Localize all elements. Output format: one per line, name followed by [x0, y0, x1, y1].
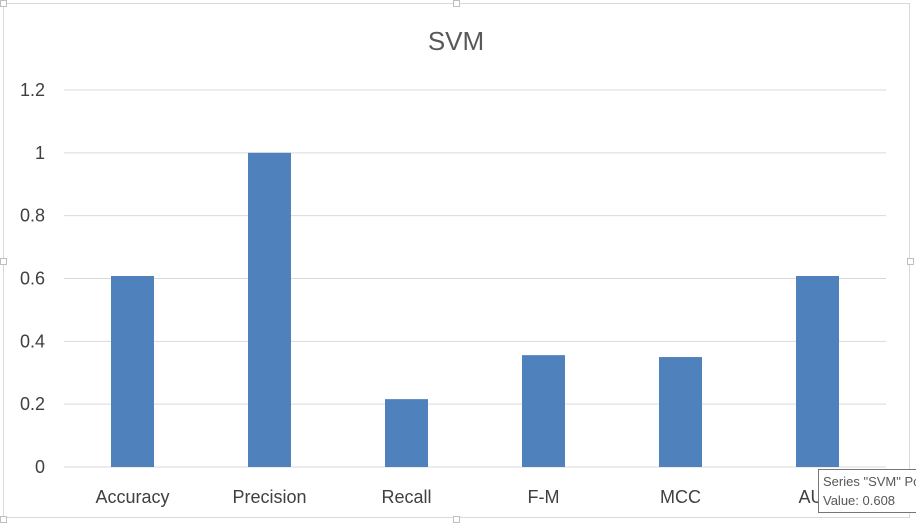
tooltip-value-line: Value: 0.608: [823, 493, 896, 508]
gridlines: [64, 89, 886, 468]
bar-series[interactable]: [111, 152, 839, 468]
y-tick-label: 0: [35, 457, 45, 477]
resize-handle-bottom-center[interactable]: [453, 516, 460, 523]
y-tick-label: 0.4: [20, 331, 45, 351]
y-tick-label: 1.2: [20, 80, 45, 100]
chart-title[interactable]: SVM: [428, 26, 484, 56]
x-tick-label: Precision: [232, 487, 306, 507]
x-tick-label: F-M: [528, 487, 560, 507]
y-tick-label: 0.8: [20, 206, 45, 226]
bar-mcc[interactable]: [659, 357, 702, 467]
y-tick-label: 0.6: [20, 269, 45, 289]
bar-recall[interactable]: [385, 399, 428, 467]
resize-handle-mid-right[interactable]: [907, 258, 914, 265]
tooltip-series-line: Series "SVM" Point "AUC": [823, 474, 916, 489]
bar-f-m[interactable]: [522, 355, 565, 467]
bar-accuracy[interactable]: [111, 275, 154, 467]
y-tick-label: 0.2: [20, 394, 45, 414]
x-tick-label: Recall: [381, 487, 431, 507]
resize-handle-top-center[interactable]: [453, 0, 460, 7]
resize-handle-bottom-left[interactable]: [0, 516, 7, 523]
resize-handle-mid-left[interactable]: [0, 258, 7, 265]
data-point-tooltip: Series "SVM" Point "AUC" Value: 0.608: [818, 469, 916, 513]
resize-handle-top-left[interactable]: [0, 0, 7, 7]
y-tick-label: 1: [35, 143, 45, 163]
y-axis-ticks[interactable]: 0 0.2 0.4 0.6 0.8 1 1.2: [20, 80, 45, 477]
x-tick-label: Accuracy: [95, 487, 169, 507]
x-tick-label: MCC: [660, 487, 701, 507]
chart-area[interactable]: [3, 3, 910, 518]
bar-precision[interactable]: [248, 152, 291, 468]
bar-auc[interactable]: [796, 275, 839, 467]
